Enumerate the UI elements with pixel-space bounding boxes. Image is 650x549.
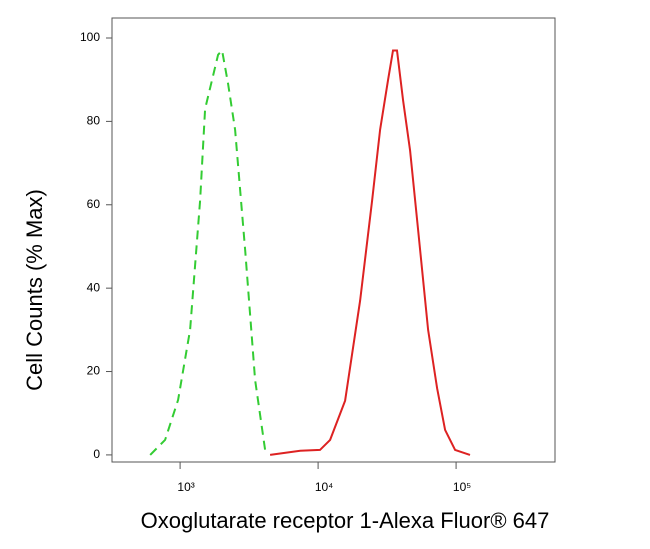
- y-tick-label: 60: [87, 197, 101, 211]
- histogram-line: [149, 48, 267, 456]
- y-tick-label: 100: [80, 30, 100, 44]
- plot-frame: [111, 17, 556, 463]
- y-tick-label: 80: [87, 114, 101, 128]
- x-tick-label: 10⁵: [453, 480, 471, 494]
- y-tick-label: 0: [93, 447, 100, 461]
- histogram-line: [269, 49, 471, 456]
- y-tick-label: 20: [87, 364, 101, 378]
- x-tick-label: 10⁴: [315, 480, 334, 494]
- y-tick-label: 40: [87, 280, 101, 294]
- x-tick-label: 10³: [177, 480, 194, 494]
- y-axis-title: Cell Counts (% Max): [22, 189, 47, 391]
- x-axis-title: Oxoglutarate receptor 1-Alexa Fluor® 647: [141, 508, 550, 533]
